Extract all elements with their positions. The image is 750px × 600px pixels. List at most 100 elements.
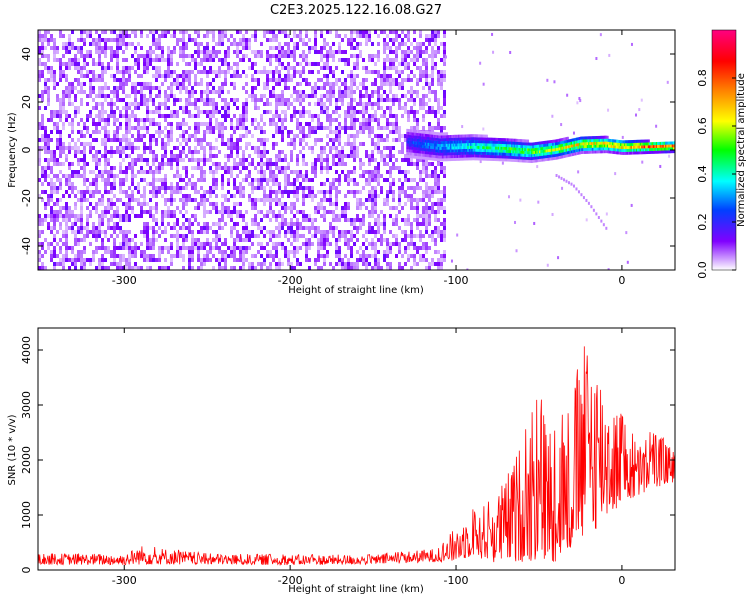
spectrogram-cell [257,234,260,238]
spectrogram-cell [71,90,74,94]
spectrogram-cell [326,210,329,214]
spectrogram-cell [185,218,188,222]
spectrogram-cell [317,102,320,106]
spectrogram-cell [428,142,431,146]
spectrogram-cell [420,139,423,143]
spectrogram-cell [95,62,98,66]
spectrogram-cell [227,54,230,58]
spectrogram-cell [170,138,173,142]
spectrogram-cell [344,122,347,126]
spectrogram-cell [242,118,245,122]
spectrogram-cell [299,30,302,34]
spectrogram-cell [47,54,50,58]
spectrogram-cell [281,138,284,142]
spectrogram-cell [164,90,167,94]
spectrogram-cell [414,152,417,156]
spectrogram-cell [167,130,170,134]
spectrogram-cell [59,70,62,74]
spectrogram-cell [377,86,380,90]
spectrogram-cell [152,158,155,162]
spectrogram-cell [80,206,83,210]
spectrogram-cell [338,134,341,138]
spectrogram-cell [161,114,164,118]
spectrogram-cell [227,106,230,110]
spectrogram-cell [551,212,554,216]
spectrogram-cell [254,222,257,226]
spectrogram-cell [437,258,440,262]
spectrogram-cell [263,82,266,86]
spectrogram-cell [416,144,419,148]
spectrogram-cell [212,182,215,186]
spectrogram-cell [77,158,80,162]
spectrogram-cell [329,166,332,170]
spectrogram-cell [347,62,350,66]
spectrogram-cell [200,70,203,74]
spectrogram-cell [296,42,299,46]
spectrogram-cell [137,106,140,110]
spectrogram-cell [242,70,245,74]
spectrogram-cell [245,74,248,78]
spectrogram-cell [430,154,433,158]
spectrogram-cell [203,54,206,58]
spectrogram-cell [185,226,188,230]
spectrogram-cell [254,266,257,270]
spectrogram-cell [188,110,191,114]
spectrogram-cell [194,158,197,162]
spectrogram-cell [254,254,257,258]
spectrogram-cell [350,238,353,242]
spectrogram-cell [454,155,457,159]
spectrogram-cell [221,58,224,62]
spectrogram-cell [89,114,92,118]
spectrogram-cell [230,254,233,258]
spectrogram-cell [287,166,290,170]
spectrogram-cell [47,174,50,178]
spectrogram-cell [434,152,437,156]
spectrogram-cell [146,62,149,66]
spectrogram-cell [254,62,257,66]
spectrogram-cell [137,266,140,270]
spectrogram-cell [206,42,209,46]
spectrogram-cell [47,58,50,62]
spectrogram-cell [407,78,410,82]
spectrogram-cell [71,210,74,214]
spectrogram-cell [71,182,74,186]
spectrogram-cell [149,62,152,66]
spectrogram-cell [329,222,332,226]
spectrogram-cell [377,222,380,226]
spectrogram-cell [152,194,155,198]
spectrogram-cell [443,78,446,82]
spectrogram-cell [206,158,209,162]
spectrogram-cell [170,130,173,134]
spectrogram-cell [380,98,383,102]
spectrogram-cell [98,110,101,114]
spectrogram-cell [110,150,113,154]
spectrogram-cell [245,222,248,226]
spectrogram-cell [101,262,104,266]
spectrogram-cell [353,182,356,186]
spectrogram-cell [383,98,386,102]
spectrogram-cell [398,246,401,250]
spectrogram-cell [435,132,438,136]
spectrogram-cell [407,222,410,226]
spectrogram-cell [434,62,437,66]
spectrogram-cell [419,254,422,258]
spectrogram-cell [53,50,56,54]
spectrogram-cell [398,86,401,90]
spectrogram-cell [188,126,191,130]
spectrogram-cell [398,166,401,170]
spectrogram-cell [260,154,263,158]
spectrogram-cell [167,246,170,250]
spectrogram-cell [116,266,119,270]
spectrogram-cell [311,86,314,90]
spectrogram-cell [362,114,365,118]
spectrogram-cell [251,234,254,238]
spectrogram-cell [438,138,441,142]
spectrogram-cell [59,34,62,38]
spectrogram-cell [86,54,89,58]
spectrogram-cell [92,118,95,122]
spectrogram-cell [242,266,245,270]
spectrogram-cell [419,150,422,154]
spectrogram-cell [377,50,380,54]
spectrogram-cell [431,190,434,194]
spectrogram-cell [200,170,203,174]
